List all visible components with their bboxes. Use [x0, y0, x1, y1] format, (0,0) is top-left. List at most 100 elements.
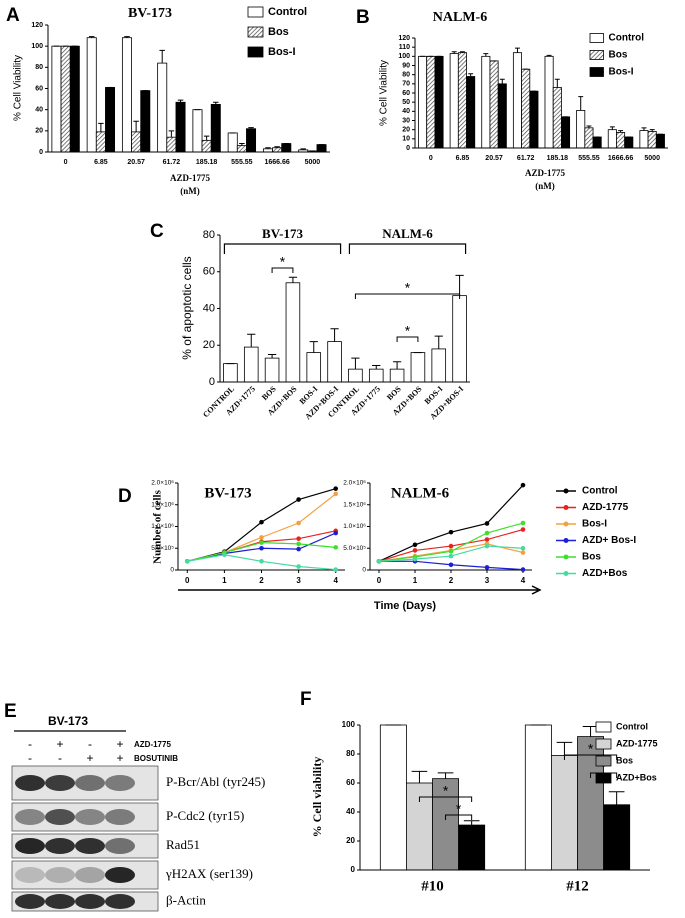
series-marker: [520, 482, 526, 488]
bar: [426, 55, 436, 149]
x-tick-label: 61.72: [517, 155, 535, 162]
error-bar: [483, 53, 489, 57]
x-tick-label: 2: [259, 576, 264, 585]
y-tick-label: 1.0×10⁶: [343, 523, 366, 530]
legend-swatch: [247, 6, 264, 18]
group-bracket: [223, 243, 342, 254]
y-tick-label: 100: [31, 43, 43, 50]
bar: [497, 83, 507, 149]
error-bar: [159, 49, 165, 64]
legend-label: Bos-I: [582, 519, 607, 530]
error-bar: [434, 335, 443, 349]
significance-label: *: [405, 323, 411, 339]
significance-label: *: [405, 280, 411, 296]
series-marker: [448, 543, 454, 549]
error-bar: [265, 147, 271, 149]
series-marker: [448, 562, 454, 568]
y-tick-label: 1.5×10⁶: [343, 501, 366, 508]
significance-bracket: [563, 754, 618, 760]
series-marker: [296, 541, 301, 547]
y-tick-label: 80: [203, 229, 215, 241]
y-tick-label: 10: [402, 136, 410, 143]
y-tick-label: 40: [402, 108, 410, 115]
treatment-sign: +: [56, 737, 63, 751]
y-tick-label: 50: [402, 99, 410, 106]
x-axis-unit: (nM): [535, 181, 555, 191]
error-bar: [248, 127, 254, 129]
blot-band: [15, 867, 45, 883]
bar: [592, 136, 602, 149]
x-tick-label: 61.72: [163, 159, 181, 166]
series-line: [187, 541, 336, 562]
blot-title: BV-173: [48, 714, 88, 728]
legend-swatch: [595, 772, 612, 784]
y-tick-label: 20: [35, 128, 43, 135]
bar: [327, 341, 342, 383]
x-axis-label: Time (Days): [374, 600, 436, 612]
y-tick-label: 2.0×10⁶: [343, 480, 366, 487]
legend-marker: [563, 505, 569, 510]
legend-swatch: [589, 33, 604, 43]
x-tick-label: 0: [185, 576, 190, 585]
y-tick-label: 30: [402, 117, 410, 124]
x-tick-label: 1: [222, 576, 227, 585]
error-bar: [133, 120, 139, 132]
y-tick-label: 20: [346, 836, 355, 845]
blot-band: [75, 838, 105, 854]
subplot-title: NALM-6: [391, 485, 450, 501]
x-tick-label: 3: [296, 576, 301, 585]
error-bar: [300, 148, 306, 150]
bar: [418, 55, 428, 149]
panel-letter: E: [4, 701, 17, 722]
series-marker: [333, 491, 339, 497]
error-bar: [463, 820, 480, 826]
x-tick-label: 3: [485, 576, 490, 585]
bar: [639, 130, 649, 149]
bar: [379, 724, 407, 871]
significance-label: *: [588, 741, 594, 757]
series-marker: [296, 520, 301, 526]
legend-label: Control: [616, 721, 648, 731]
series-marker: [520, 527, 526, 532]
blot-band: [75, 809, 105, 825]
bar: [105, 87, 116, 153]
error-bar: [411, 770, 428, 783]
blot-band: [75, 894, 105, 909]
x-tick-label: 4: [333, 576, 338, 585]
error-bar: [203, 135, 210, 141]
treatment-sign: -: [28, 751, 32, 765]
y-tick-label: 0: [351, 865, 356, 874]
treatment-sign: -: [28, 737, 32, 751]
x-tick-label: 1666.66: [264, 159, 289, 166]
bar: [368, 368, 384, 383]
bar: [227, 132, 238, 153]
legend-marker: [563, 488, 569, 494]
series-marker: [333, 545, 339, 550]
error-bar: [247, 333, 256, 348]
bar: [243, 346, 259, 383]
legend-label: Bos-I: [268, 46, 296, 58]
error-bar: [239, 143, 245, 146]
x-axis-label: AZD-1775: [525, 168, 565, 178]
y-tick-label: 80: [346, 749, 355, 758]
legend-swatch: [247, 46, 264, 58]
error-bar: [274, 146, 280, 148]
bar: [131, 131, 142, 153]
error-bar: [124, 36, 130, 38]
treatment-sign: +: [116, 737, 123, 751]
bar: [157, 62, 168, 153]
y-tick-label: 100: [398, 53, 410, 60]
x-tick-label: 20.57: [485, 155, 503, 162]
error-bar: [437, 772, 454, 779]
y-tick-label: 40: [346, 807, 355, 816]
series-marker: [484, 565, 490, 570]
legend-swatch: [595, 721, 612, 733]
y-tick-label: 5.0×10⁵: [343, 545, 366, 552]
bar: [264, 357, 280, 383]
legend-label: AZD+Bos: [582, 568, 628, 579]
blot-band: [15, 838, 45, 854]
series-marker: [296, 497, 301, 502]
bar: [166, 136, 177, 153]
bar: [552, 87, 562, 149]
error-bar: [618, 130, 624, 133]
